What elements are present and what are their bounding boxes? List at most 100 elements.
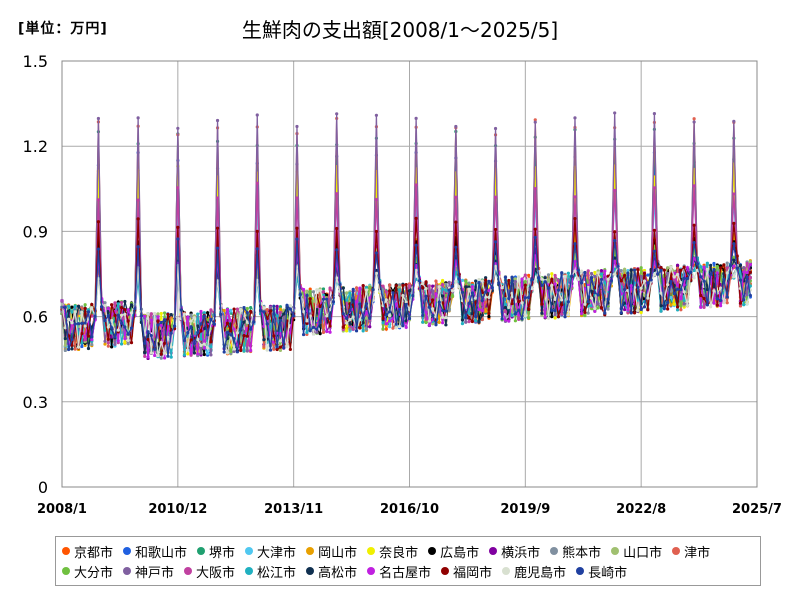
data-point <box>119 305 124 310</box>
data-point <box>497 281 501 285</box>
data-point <box>639 310 643 315</box>
data-point <box>381 327 385 331</box>
data-point <box>278 331 283 336</box>
data-point <box>242 349 246 353</box>
data-point <box>335 276 339 280</box>
data-point <box>705 303 709 307</box>
data-point <box>272 304 276 308</box>
data-point <box>474 296 478 300</box>
data-point <box>63 343 67 348</box>
data-point <box>232 337 236 341</box>
data-point <box>431 284 435 288</box>
data-point <box>732 119 736 123</box>
data-point <box>325 314 329 318</box>
data-point <box>176 225 180 229</box>
data-point <box>672 291 676 296</box>
data-point <box>675 272 680 277</box>
data-point <box>103 303 107 308</box>
data-point <box>553 297 557 302</box>
data-point <box>202 311 206 315</box>
data-point <box>440 294 445 298</box>
data-point <box>232 319 236 323</box>
x-tick-label: 2008/1 <box>37 502 87 517</box>
data-point <box>116 313 120 317</box>
data-point <box>646 308 650 312</box>
data-point <box>421 313 425 317</box>
data-point <box>159 320 163 325</box>
data-point <box>586 283 590 287</box>
y-axis-ticks: 0 0.3 0.6 0.9 1.2 1.5 <box>23 52 48 497</box>
data-point <box>434 279 438 283</box>
y-tick-label: 0.3 <box>23 393 48 412</box>
data-point <box>278 348 283 352</box>
data-point <box>414 243 418 247</box>
data-point <box>533 227 537 231</box>
data-point <box>642 268 647 273</box>
legend-item: 横浜市 <box>489 541 540 561</box>
data-point <box>639 266 643 270</box>
data-point <box>123 299 127 304</box>
data-point <box>341 325 345 329</box>
data-point <box>553 313 557 317</box>
data-point <box>301 287 306 292</box>
data-point <box>689 270 693 274</box>
data-point <box>699 275 703 279</box>
legend-marker <box>62 547 70 555</box>
data-point <box>593 270 597 275</box>
data-point <box>262 345 266 349</box>
data-point <box>682 298 686 302</box>
data-point <box>573 116 577 120</box>
data-point <box>656 272 660 276</box>
data-point <box>507 296 511 301</box>
data-point <box>424 294 428 298</box>
data-point <box>480 279 484 283</box>
data-point <box>222 308 226 313</box>
data-point <box>199 329 203 333</box>
data-point <box>123 307 127 312</box>
data-point <box>742 270 746 274</box>
data-point <box>613 272 617 276</box>
data-point <box>517 299 521 304</box>
legend-label: 鹿児島市 <box>514 565 567 581</box>
data-point <box>444 288 448 292</box>
data-point <box>695 262 700 266</box>
data-point <box>255 181 259 185</box>
data-point <box>457 277 461 281</box>
data-point <box>215 246 220 250</box>
data-point <box>206 311 210 315</box>
data-point <box>527 316 531 320</box>
data-point <box>484 276 488 280</box>
data-point <box>364 288 369 292</box>
legend-item: 鹿児島市 <box>502 561 566 581</box>
data-point <box>272 347 276 351</box>
data-point <box>345 291 349 295</box>
data-point <box>642 305 647 309</box>
data-point <box>196 330 200 335</box>
data-point <box>517 275 521 279</box>
data-point <box>278 345 283 349</box>
data-point <box>196 352 200 356</box>
data-point <box>712 261 716 266</box>
data-point <box>229 352 233 356</box>
data-point <box>298 292 302 296</box>
data-point <box>672 302 676 306</box>
data-point <box>533 235 537 239</box>
data-point <box>487 288 491 293</box>
data-point <box>285 303 289 307</box>
data-point <box>394 322 398 326</box>
data-point <box>262 310 266 314</box>
data-point <box>162 311 167 315</box>
data-point <box>702 265 706 269</box>
data-point <box>255 229 259 233</box>
data-point <box>239 348 243 353</box>
data-point <box>358 286 362 290</box>
data-point <box>735 266 739 270</box>
data-point <box>626 308 630 312</box>
data-point <box>143 341 147 345</box>
legend-item: 堺市 <box>197 541 235 561</box>
data-point <box>520 301 524 305</box>
legend-label: 山口市 <box>623 545 663 561</box>
data-point <box>709 305 713 309</box>
data-point <box>679 304 683 308</box>
data-point <box>550 315 554 319</box>
